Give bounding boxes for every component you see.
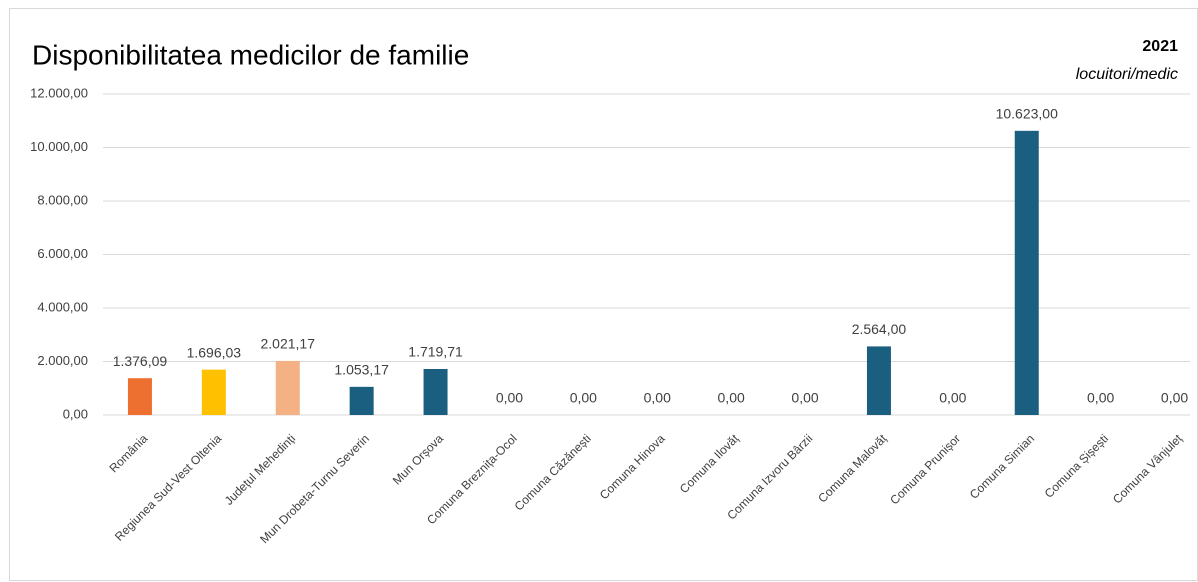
data-label: 1.376,09 (113, 353, 168, 369)
data-label: 1.053,17 (334, 362, 389, 378)
data-label: 0,00 (939, 390, 966, 406)
bar (423, 368, 448, 415)
data-label: 0,00 (718, 390, 745, 406)
data-label: 0,00 (496, 390, 523, 406)
unit-label: locuitori/medic (1076, 66, 1178, 83)
y-tick-label: 10.000,00 (30, 139, 88, 154)
data-label: 10.623,00 (996, 106, 1058, 122)
data-label: 1.719,71 (408, 344, 463, 360)
data-label: 0,00 (1087, 390, 1114, 406)
y-tick-label: 8.000,00 (37, 192, 88, 207)
chart-subtitle: 2021 (1142, 38, 1178, 55)
y-tick-label: 2.000,00 (37, 353, 88, 368)
data-label: 0,00 (791, 390, 818, 406)
bar (1014, 130, 1039, 415)
y-tick-label: 6.000,00 (37, 246, 88, 261)
bar (201, 369, 226, 415)
bar (275, 360, 300, 415)
data-label: 0,00 (644, 390, 671, 406)
chart-border (9, 8, 1198, 581)
data-label: 0,00 (570, 390, 597, 406)
y-tick-label: 4.000,00 (37, 299, 88, 314)
y-tick-label: 12.000,00 (30, 85, 88, 100)
bar (127, 378, 152, 415)
data-label: 2.021,17 (261, 336, 316, 352)
bar (866, 346, 891, 415)
data-label: 2.564,00 (852, 321, 907, 337)
y-tick-label: 0,00 (63, 406, 88, 421)
chart-title: Disponibilitatea medicilor de familie (32, 39, 469, 70)
data-label: 0,00 (1161, 390, 1188, 406)
bar (349, 386, 374, 415)
data-label: 1.696,03 (187, 344, 242, 360)
